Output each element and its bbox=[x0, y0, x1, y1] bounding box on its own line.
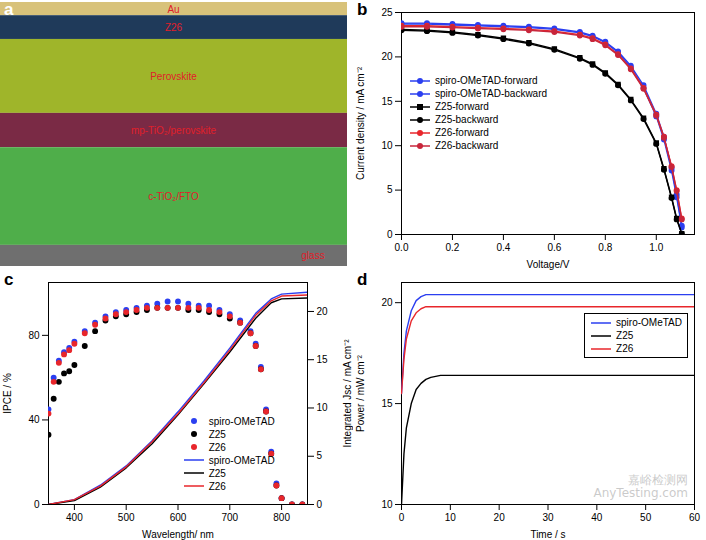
html-text:b: b bbox=[357, 0, 368, 19]
svg-text:Perovskite: Perovskite bbox=[150, 71, 197, 82]
svg-text:glass: glass bbox=[301, 250, 324, 261]
svg-text:10: 10 bbox=[381, 499, 393, 510]
html-text:Z25-forward: Z25-forward bbox=[435, 101, 489, 113]
html-text:spiro-OMeTAD-backward: spiro-OMeTAD-backward bbox=[435, 88, 548, 100]
svg-text:10: 10 bbox=[445, 512, 457, 523]
svg-text:700: 700 bbox=[221, 512, 238, 523]
svg-text:15: 15 bbox=[381, 96, 393, 107]
html-text:spiro-OMeTAD-forward: spiro-OMeTAD-forward bbox=[435, 75, 538, 87]
svg-text:0: 0 bbox=[34, 499, 40, 510]
svg-text:20: 20 bbox=[494, 512, 506, 523]
svg-text:50: 50 bbox=[640, 512, 652, 523]
html-text:Z26: Z26 bbox=[616, 343, 634, 355]
html-text:Z26: Z26 bbox=[208, 480, 226, 492]
svg-text:0.0: 0.0 bbox=[395, 242, 409, 253]
svg-text:0.2: 0.2 bbox=[446, 242, 460, 253]
svg-text:40: 40 bbox=[28, 414, 40, 425]
html-text:Z25: Z25 bbox=[208, 428, 226, 440]
html-text:Z25: Z25 bbox=[616, 330, 634, 342]
svg-text:Z26: Z26 bbox=[165, 22, 183, 33]
svg-text:c-TiO₂/FTO: c-TiO₂/FTO bbox=[148, 191, 199, 202]
html-text:AnyTesting.com: AnyTesting.com bbox=[593, 486, 688, 500]
svg-text:Power / mW cm⁻²: Power / mW cm⁻² bbox=[355, 354, 366, 432]
svg-text:IPCE / %: IPCE / % bbox=[2, 373, 13, 414]
html-text:Z25-backward: Z25-backward bbox=[435, 114, 499, 126]
svg-text:0: 0 bbox=[399, 512, 405, 523]
svg-text:20: 20 bbox=[381, 297, 393, 308]
svg-text:400: 400 bbox=[66, 512, 83, 523]
html-text:Z25: Z25 bbox=[208, 467, 226, 479]
svg-text:0: 0 bbox=[317, 499, 323, 510]
svg-text:0.8: 0.8 bbox=[598, 242, 612, 253]
svg-text:Integrated Jsc / mA cm⁻²: Integrated Jsc / mA cm⁻² bbox=[342, 339, 353, 448]
html-text:spiro-OMeTAD: spiro-OMeTAD bbox=[208, 415, 275, 427]
svg-text:Wavelength/ nm: Wavelength/ nm bbox=[142, 529, 214, 540]
svg-text:1.0: 1.0 bbox=[649, 242, 663, 253]
html-text:spiro-OMeTAD: spiro-OMeTAD bbox=[208, 454, 275, 466]
svg-text:Voltage/V: Voltage/V bbox=[527, 259, 570, 270]
svg-text:Current density / mA cm⁻²: Current density / mA cm⁻² bbox=[355, 66, 366, 180]
html-text:Z26: Z26 bbox=[208, 441, 226, 453]
svg-text:600: 600 bbox=[170, 512, 187, 523]
svg-text:500: 500 bbox=[118, 512, 135, 523]
html-text:a: a bbox=[4, 0, 14, 19]
svg-text:60: 60 bbox=[689, 512, 701, 523]
svg-text:mp-TiO₂/perovskite: mp-TiO₂/perovskite bbox=[131, 125, 217, 136]
svg-text:0: 0 bbox=[387, 229, 393, 240]
svg-text:800: 800 bbox=[273, 512, 290, 523]
svg-text:0.4: 0.4 bbox=[496, 242, 510, 253]
svg-text:Au: Au bbox=[167, 4, 179, 15]
html-text:Z26-backward: Z26-backward bbox=[435, 140, 499, 152]
svg-text:15: 15 bbox=[381, 398, 393, 409]
svg-text:20: 20 bbox=[317, 306, 329, 317]
svg-text:10: 10 bbox=[381, 140, 393, 151]
svg-text:15: 15 bbox=[317, 354, 329, 365]
svg-text:Time / s: Time / s bbox=[530, 529, 565, 540]
svg-text:80: 80 bbox=[28, 330, 40, 341]
html-text:Z26-forward: Z26-forward bbox=[435, 127, 489, 139]
svg-text:10: 10 bbox=[317, 402, 329, 413]
svg-text:20: 20 bbox=[381, 51, 393, 62]
svg-text:30: 30 bbox=[542, 512, 554, 523]
html-text:嘉峪检测网: 嘉峪检测网 bbox=[628, 473, 688, 487]
html-text:d: d bbox=[357, 270, 368, 289]
html-text:spiro-OMeTAD: spiro-OMeTAD bbox=[616, 317, 682, 329]
svg-text:0.6: 0.6 bbox=[547, 242, 561, 253]
svg-text:25: 25 bbox=[381, 7, 393, 18]
svg-text:40: 40 bbox=[591, 512, 603, 523]
html-text:c: c bbox=[4, 270, 14, 289]
svg-text:5: 5 bbox=[317, 450, 323, 461]
svg-text:5: 5 bbox=[387, 184, 393, 195]
